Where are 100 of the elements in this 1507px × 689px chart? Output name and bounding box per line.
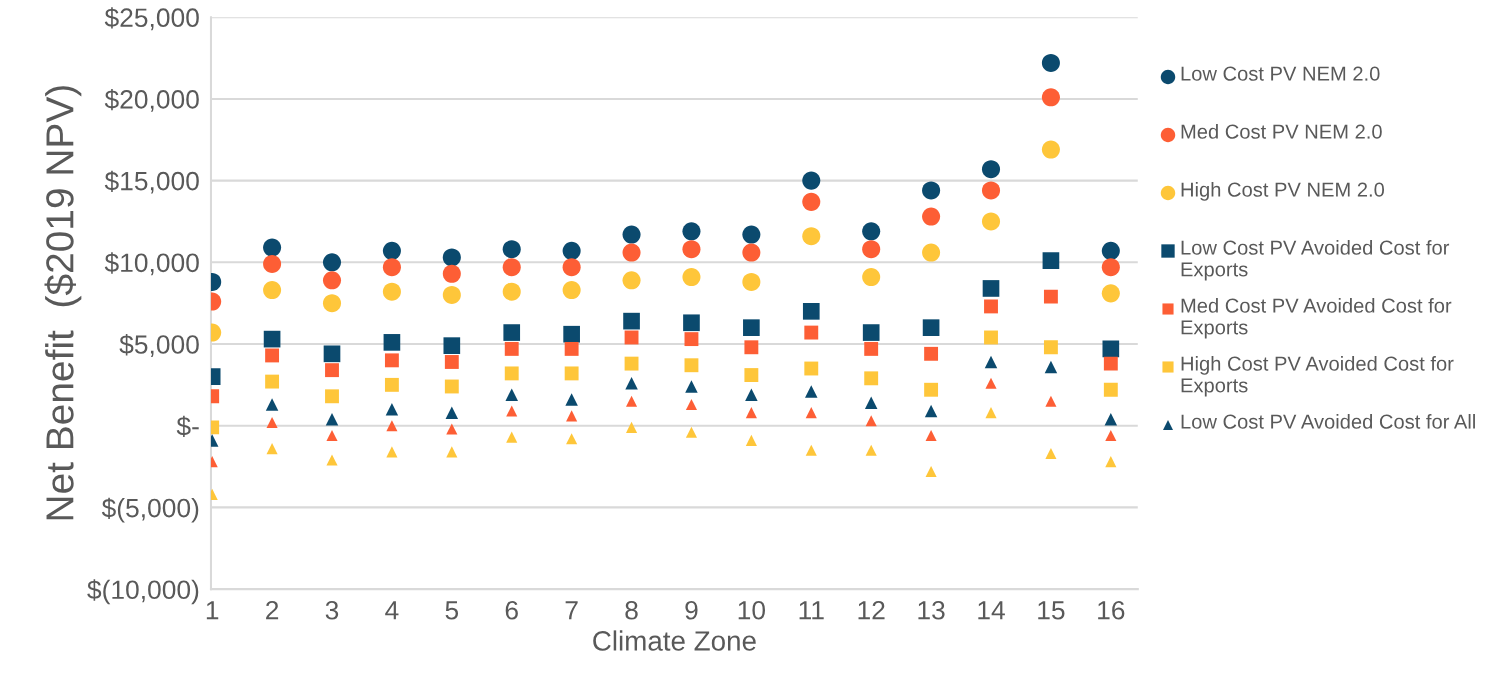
point bbox=[265, 348, 280, 363]
y-tick-label: $10,000 bbox=[104, 252, 199, 276]
legend-label: Med Cost PV NEM 2.0 bbox=[1181, 124, 1382, 139]
point bbox=[564, 366, 579, 381]
point bbox=[1104, 412, 1118, 426]
point bbox=[862, 222, 881, 241]
point bbox=[862, 324, 880, 341]
point bbox=[383, 334, 401, 351]
point bbox=[625, 395, 638, 407]
point bbox=[742, 272, 761, 291]
point bbox=[382, 282, 401, 301]
point bbox=[745, 434, 757, 446]
point bbox=[265, 374, 280, 389]
point bbox=[862, 240, 881, 259]
point bbox=[563, 325, 580, 343]
legend-label: Low Cost PV NEM 2.0 bbox=[1181, 66, 1380, 81]
y-axis-title: Net Benefit ($2019 NPV) bbox=[44, 86, 82, 520]
point bbox=[1043, 340, 1058, 355]
point bbox=[442, 248, 461, 267]
x-tick-label: 13 bbox=[918, 600, 945, 620]
x-tick-label: 2 bbox=[266, 600, 279, 620]
point bbox=[742, 243, 761, 262]
x-tick-label: 8 bbox=[625, 600, 638, 620]
point bbox=[924, 404, 938, 418]
point bbox=[984, 330, 998, 345]
legend-label: Low Cost PV Avoided Cost for All bbox=[1181, 414, 1475, 429]
point bbox=[1105, 456, 1117, 468]
point bbox=[502, 240, 521, 259]
point bbox=[623, 312, 640, 330]
point bbox=[925, 465, 937, 478]
point bbox=[1103, 356, 1118, 371]
legend-label: Med Cost PV Avoided Cost for Exports bbox=[1181, 298, 1452, 339]
point bbox=[862, 267, 881, 287]
point bbox=[981, 181, 1001, 200]
point bbox=[985, 377, 997, 389]
point bbox=[625, 376, 638, 390]
point bbox=[263, 330, 281, 348]
point bbox=[982, 280, 1000, 297]
point bbox=[504, 341, 519, 356]
point bbox=[684, 358, 699, 373]
point bbox=[444, 355, 459, 369]
point bbox=[865, 444, 877, 456]
point bbox=[1043, 289, 1058, 304]
point bbox=[442, 264, 461, 283]
point bbox=[622, 243, 641, 262]
point bbox=[802, 192, 821, 211]
point bbox=[685, 380, 698, 393]
point bbox=[802, 171, 821, 190]
point bbox=[322, 294, 342, 313]
x-tick-label: 6 bbox=[505, 600, 518, 620]
point bbox=[622, 271, 641, 290]
y-tick-label: $(5,000) bbox=[101, 497, 199, 523]
point bbox=[1044, 360, 1058, 374]
legend-label: Low Cost PV Avoided Cost for Exports bbox=[1181, 240, 1450, 281]
point bbox=[323, 345, 341, 363]
point bbox=[265, 398, 279, 411]
point bbox=[1041, 88, 1060, 107]
point bbox=[562, 258, 581, 277]
x-tick-label: 5 bbox=[445, 601, 459, 620]
point bbox=[1045, 447, 1057, 460]
point bbox=[1101, 284, 1120, 303]
point bbox=[802, 303, 820, 320]
point bbox=[805, 385, 818, 398]
point bbox=[981, 160, 1001, 179]
point bbox=[443, 337, 461, 354]
point bbox=[984, 355, 998, 369]
y-tick-label: $- bbox=[176, 415, 199, 438]
point bbox=[922, 181, 941, 200]
point bbox=[924, 382, 939, 397]
legend-label: High Cost PV Avoided Cost for Exports bbox=[1181, 356, 1454, 397]
point bbox=[1101, 258, 1120, 277]
x-tick-label: 16 bbox=[1098, 600, 1125, 620]
point bbox=[745, 388, 758, 401]
point bbox=[564, 341, 579, 356]
point bbox=[263, 281, 282, 300]
point bbox=[802, 227, 821, 246]
point bbox=[744, 340, 759, 355]
point bbox=[504, 366, 519, 381]
x-tick-label: 11 bbox=[799, 601, 824, 620]
point bbox=[502, 282, 521, 301]
x-tick-label: 4 bbox=[385, 601, 399, 620]
point bbox=[565, 393, 578, 406]
point bbox=[985, 407, 997, 419]
point bbox=[562, 241, 581, 260]
point bbox=[445, 406, 459, 419]
x-tick-label: 12 bbox=[858, 600, 885, 620]
point bbox=[981, 212, 1001, 231]
point bbox=[683, 314, 700, 332]
point bbox=[804, 361, 819, 376]
point bbox=[322, 271, 342, 290]
point bbox=[1102, 340, 1120, 358]
point bbox=[502, 258, 521, 277]
point bbox=[326, 429, 338, 442]
point bbox=[922, 319, 940, 336]
point bbox=[1103, 382, 1118, 397]
point bbox=[1101, 241, 1120, 260]
x-tick-label: 7 bbox=[565, 601, 578, 620]
y-tick-label: $5,000 bbox=[119, 334, 199, 357]
x-axis-title: Climate Zone bbox=[593, 630, 756, 651]
point bbox=[263, 238, 282, 257]
